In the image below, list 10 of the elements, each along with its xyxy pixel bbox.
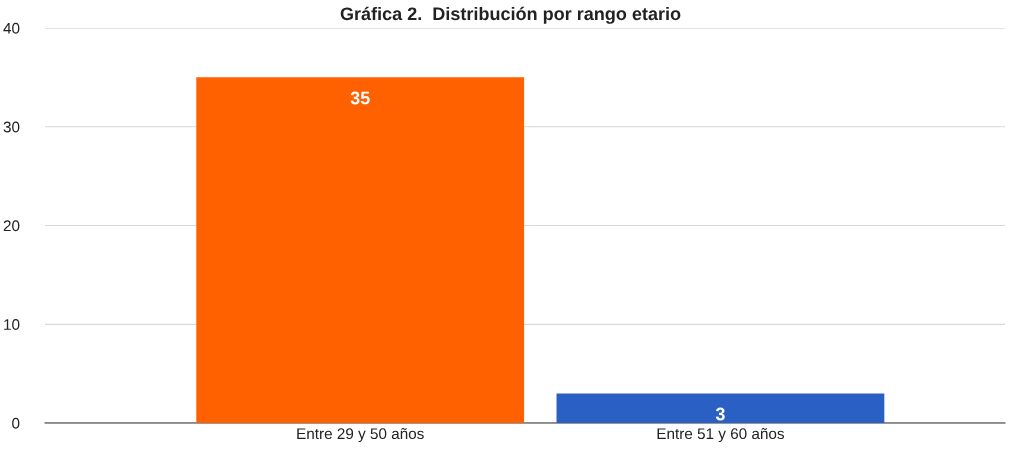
data-label: 3 [715, 407, 725, 421]
y-tick-label: 40 [3, 22, 20, 34]
y-tick-label: 10 [4, 319, 20, 330]
y-tick-label: 30 [3, 121, 20, 133]
y-tick-label: 0 [12, 417, 20, 429]
y-tick-label: 20 [3, 220, 20, 232]
x-tick-label: Entre 29 y 50 años [297, 427, 424, 443]
data-label: 35 [350, 91, 370, 105]
chart-title: Gráfica 2. Distribución por rango etario [340, 6, 681, 24]
x-tick-label: Entre 51 y 60 años [657, 427, 784, 443]
